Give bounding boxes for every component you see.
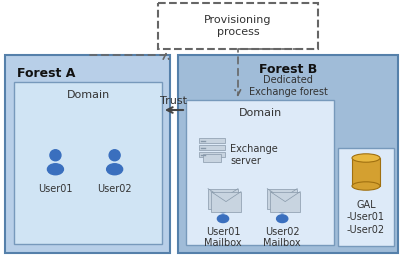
- Circle shape: [278, 205, 286, 213]
- Text: User01
Mailbox: User01 Mailbox: [204, 227, 242, 248]
- FancyBboxPatch shape: [14, 82, 162, 244]
- FancyBboxPatch shape: [199, 145, 225, 150]
- FancyBboxPatch shape: [158, 3, 318, 49]
- Ellipse shape: [276, 215, 288, 223]
- Text: Forest A: Forest A: [17, 67, 75, 80]
- FancyBboxPatch shape: [5, 55, 170, 253]
- Circle shape: [109, 150, 120, 161]
- FancyBboxPatch shape: [270, 192, 300, 212]
- Text: GAL
-User01
-User02: GAL -User01 -User02: [347, 200, 385, 235]
- Ellipse shape: [352, 182, 380, 190]
- Ellipse shape: [217, 215, 229, 223]
- FancyBboxPatch shape: [203, 154, 221, 162]
- Ellipse shape: [48, 164, 63, 175]
- Text: Provisioning
process: Provisioning process: [204, 15, 272, 37]
- Text: User02
Mailbox: User02 Mailbox: [264, 227, 301, 248]
- FancyBboxPatch shape: [208, 188, 238, 209]
- Text: Domain: Domain: [239, 108, 282, 118]
- Ellipse shape: [352, 154, 380, 162]
- FancyBboxPatch shape: [178, 55, 398, 253]
- FancyBboxPatch shape: [211, 192, 241, 212]
- Text: Forest B: Forest B: [259, 63, 317, 76]
- FancyBboxPatch shape: [199, 152, 225, 157]
- Text: User01: User01: [38, 184, 73, 194]
- FancyBboxPatch shape: [186, 100, 334, 245]
- Ellipse shape: [107, 164, 123, 175]
- Text: Dedicated
Exchange forest: Dedicated Exchange forest: [249, 75, 327, 98]
- Circle shape: [219, 205, 227, 213]
- FancyBboxPatch shape: [338, 148, 394, 246]
- Text: User02: User02: [98, 184, 132, 194]
- Circle shape: [50, 150, 61, 161]
- FancyBboxPatch shape: [199, 138, 225, 143]
- FancyBboxPatch shape: [267, 188, 297, 209]
- Text: Trust: Trust: [160, 96, 187, 106]
- Text: Domain: Domain: [66, 90, 110, 100]
- FancyBboxPatch shape: [352, 158, 380, 186]
- Text: Exchange
server: Exchange server: [230, 144, 278, 166]
